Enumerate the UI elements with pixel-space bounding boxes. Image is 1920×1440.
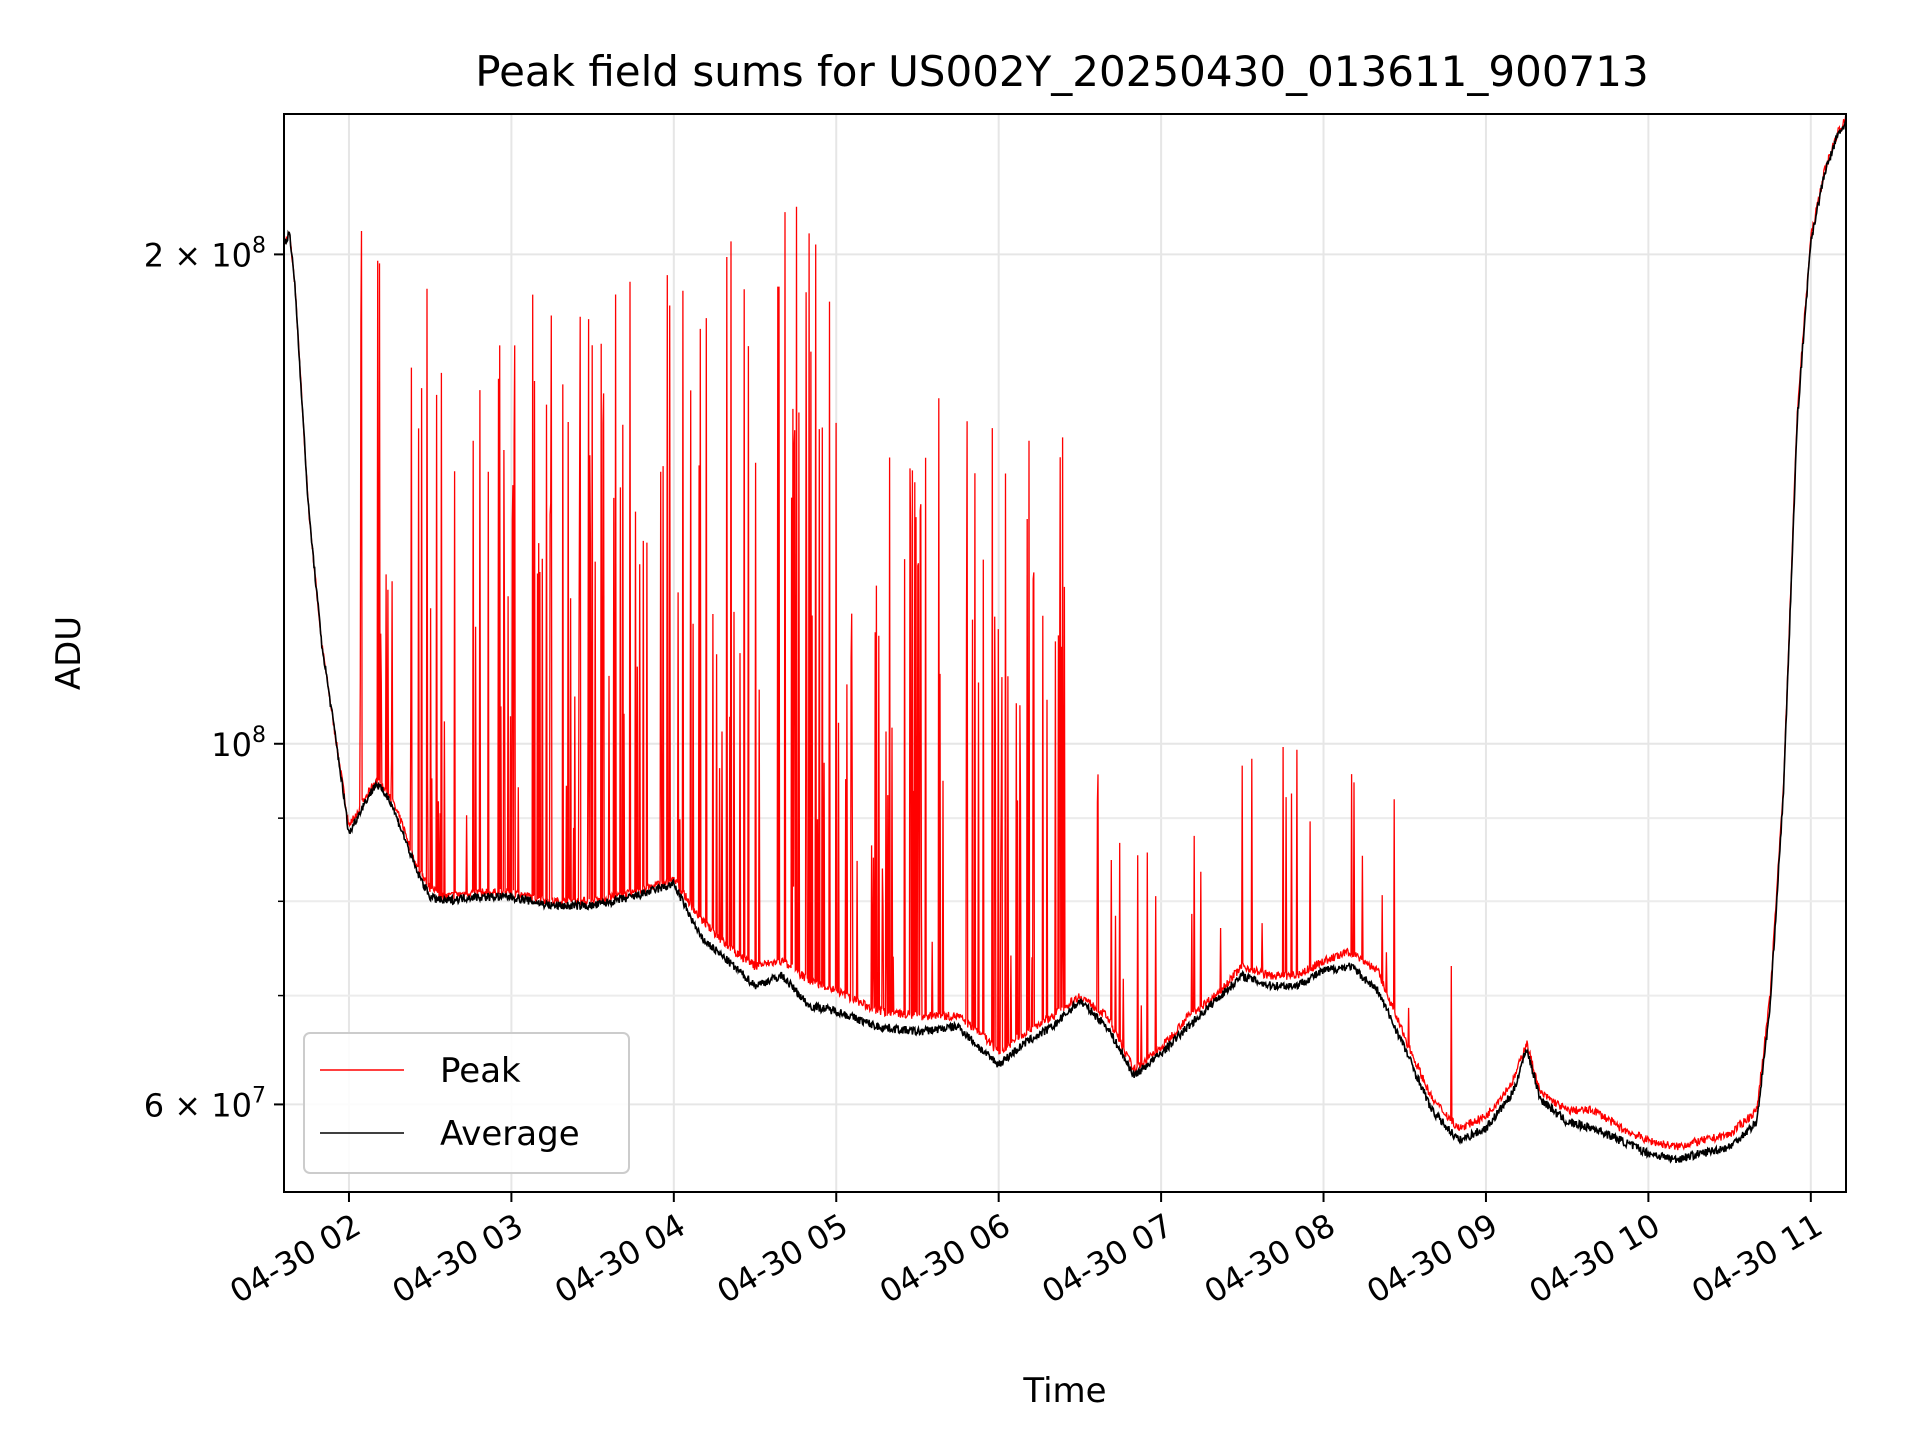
y-tick-mantissa: 6 × 10 bbox=[144, 1086, 252, 1124]
chart-title: Peak field sums for US002Y_20250430_0136… bbox=[475, 47, 1648, 96]
y-tick-exponent: 8 bbox=[252, 723, 266, 748]
series-peak-line bbox=[284, 115, 1846, 1151]
plot-lines bbox=[284, 115, 1846, 1164]
y-tick-exponent: 7 bbox=[252, 1083, 266, 1108]
legend-peak-label: Peak bbox=[440, 1051, 521, 1091]
x-axis-label: Time bbox=[1022, 1371, 1106, 1411]
legend-average-label: Average bbox=[440, 1114, 580, 1154]
y-axis-label: ADU bbox=[49, 616, 89, 690]
series-average-line bbox=[284, 120, 1846, 1164]
y-tick-label: 6 × 107 bbox=[144, 1083, 266, 1124]
y-tick-label: 2 × 108 bbox=[144, 233, 266, 274]
legend: Peak Average bbox=[303, 1032, 630, 1174]
y-tick-mantissa: 10 bbox=[211, 726, 252, 764]
y-tick-exponent: 8 bbox=[252, 233, 266, 258]
y-tick-mantissa: 2 × 10 bbox=[144, 236, 252, 274]
legend-box bbox=[303, 1032, 630, 1174]
plot-frame bbox=[283, 113, 1847, 1193]
y-tick-label: 108 bbox=[211, 723, 266, 764]
